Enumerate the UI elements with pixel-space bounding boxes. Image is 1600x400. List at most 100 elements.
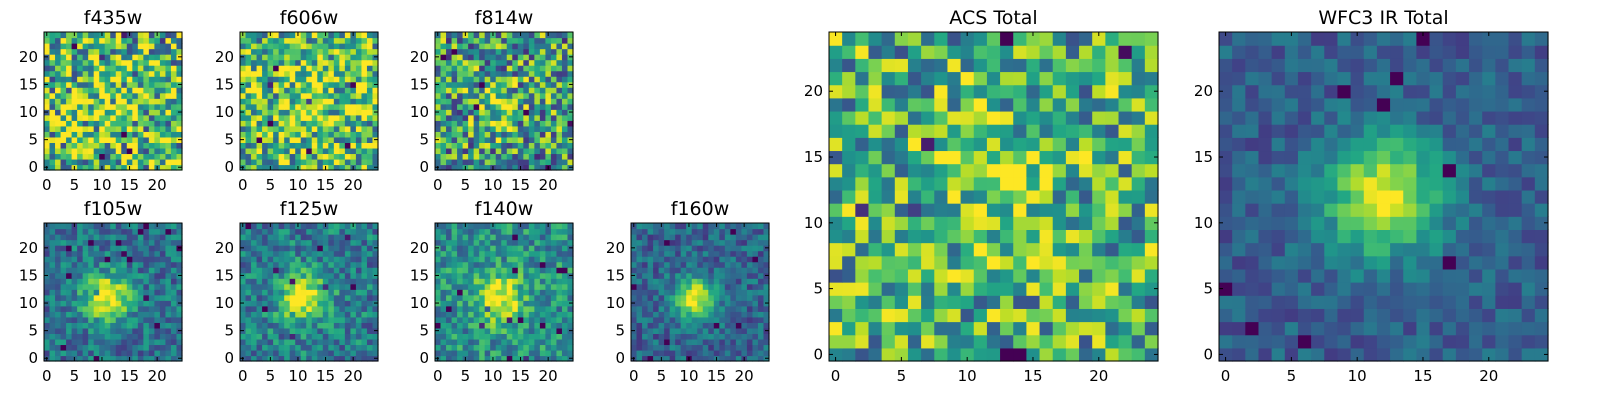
heatmap-cell <box>1131 268 1146 283</box>
heatmap-cell <box>556 223 563 230</box>
heatmap-cell <box>132 245 139 252</box>
heatmap-cell <box>451 355 458 362</box>
heatmap-cell <box>278 32 285 39</box>
heatmap-cell <box>512 98 519 105</box>
heatmap-cell <box>126 338 133 346</box>
heatmap-cell <box>278 76 285 83</box>
heatmap-cell <box>647 300 654 307</box>
heatmap-cell <box>121 120 128 127</box>
heatmap-cell <box>350 147 357 155</box>
heatmap-cell <box>495 300 502 307</box>
heatmap-cell <box>278 158 285 166</box>
heatmap-cell <box>306 311 313 318</box>
heatmap-cell <box>724 338 731 346</box>
heatmap-cell <box>539 289 546 296</box>
heatmap-cell <box>921 229 935 244</box>
heatmap-cell <box>907 268 922 283</box>
heatmap-cell <box>165 87 172 94</box>
heatmap-cell <box>506 294 513 301</box>
heatmap-cell <box>339 158 346 166</box>
heatmap-cell <box>550 136 558 143</box>
heatmap-cell <box>82 272 89 279</box>
heatmap-cell <box>284 37 291 44</box>
heatmap-cell <box>55 125 62 132</box>
heatmap-cell <box>251 103 258 110</box>
heatmap-cell <box>730 355 737 362</box>
heatmap-cell <box>278 48 285 55</box>
heatmap-cell <box>647 338 654 346</box>
heatmap-cell <box>143 158 150 166</box>
heatmap-cell <box>653 267 660 274</box>
heatmap-cell <box>446 228 453 235</box>
heatmap-cell <box>159 109 167 116</box>
heatmap-cell <box>719 223 726 230</box>
heatmap-cell <box>284 136 291 143</box>
heatmap-cell <box>713 327 720 334</box>
heatmap-cell <box>93 136 100 143</box>
heatmap-cell <box>462 245 469 252</box>
heatmap-cell <box>713 322 720 329</box>
heatmap-cell <box>457 81 464 88</box>
heatmap-cell <box>355 136 363 143</box>
heatmap-cell <box>440 239 447 246</box>
heatmap-cell <box>99 87 106 94</box>
heatmap-cell <box>251 76 258 83</box>
heatmap-cell <box>366 114 374 121</box>
heatmap-cell <box>115 37 122 44</box>
heatmap-cell <box>523 239 530 246</box>
heatmap-cell <box>517 131 524 138</box>
heatmap-cell <box>894 176 909 191</box>
heatmap-cell <box>165 54 172 61</box>
heatmap-cell <box>93 147 100 155</box>
heatmap-cell <box>71 256 78 263</box>
heatmap-cell <box>143 338 150 346</box>
heatmap-cell <box>462 87 469 94</box>
heatmap-cell <box>328 98 335 105</box>
heatmap-cell <box>366 355 374 362</box>
heatmap-cell <box>66 338 73 346</box>
heatmap-cell <box>322 120 329 127</box>
heatmap-cell <box>894 295 909 309</box>
heatmap-cell <box>842 229 856 244</box>
heatmap-cell <box>165 120 172 127</box>
heatmap-cell <box>881 189 896 204</box>
heatmap-cell <box>528 142 535 149</box>
heatmap-cell <box>495 92 502 99</box>
heatmap-cell <box>88 239 95 246</box>
heatmap-cell <box>245 278 252 285</box>
heatmap-cell <box>137 223 144 230</box>
heatmap-cell <box>88 81 95 88</box>
heatmap-cell <box>675 283 682 290</box>
heatmap-cell <box>295 245 302 252</box>
heatmap-cell <box>306 267 313 274</box>
heatmap-cell <box>631 344 638 351</box>
heatmap-cell <box>317 65 324 72</box>
heatmap-cell <box>55 300 62 307</box>
heatmap-cell <box>99 338 106 346</box>
heatmap-cell <box>479 278 486 285</box>
heatmap-cell <box>647 294 654 301</box>
heatmap-cell <box>561 278 569 285</box>
heatmap-cell <box>366 294 374 301</box>
heatmap-cell <box>495 37 502 44</box>
heatmap-cell <box>642 239 649 246</box>
heatmap-cell <box>468 54 475 61</box>
heatmap-cell <box>267 316 274 323</box>
heatmap-cell <box>333 81 340 88</box>
heatmap-cell <box>60 333 67 340</box>
heatmap-cell <box>328 344 335 351</box>
x-tick-label: 20 <box>148 176 167 194</box>
heatmap-cell <box>506 153 513 160</box>
heatmap-cell <box>88 65 95 72</box>
heatmap-cell <box>159 92 167 99</box>
heatmap-cell <box>165 125 172 132</box>
heatmap-cell <box>344 256 351 263</box>
heatmap-cell <box>746 239 754 246</box>
heatmap-cell <box>528 37 535 44</box>
heatmap-cell <box>517 261 524 268</box>
heatmap-cell <box>99 37 106 44</box>
heatmap-cell <box>490 316 497 323</box>
heatmap-cell <box>154 87 161 94</box>
y-tick-label: 0 <box>419 349 429 367</box>
heatmap-cell <box>55 164 62 171</box>
